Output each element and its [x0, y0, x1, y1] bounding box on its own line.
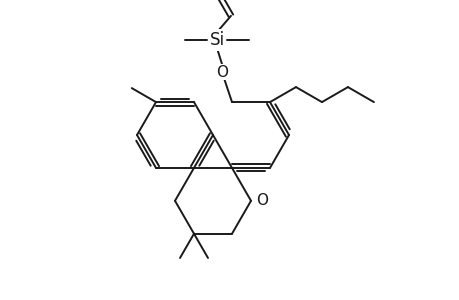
Text: O: O [216, 64, 228, 80]
Text: Si: Si [209, 31, 224, 49]
Text: O: O [256, 193, 268, 208]
